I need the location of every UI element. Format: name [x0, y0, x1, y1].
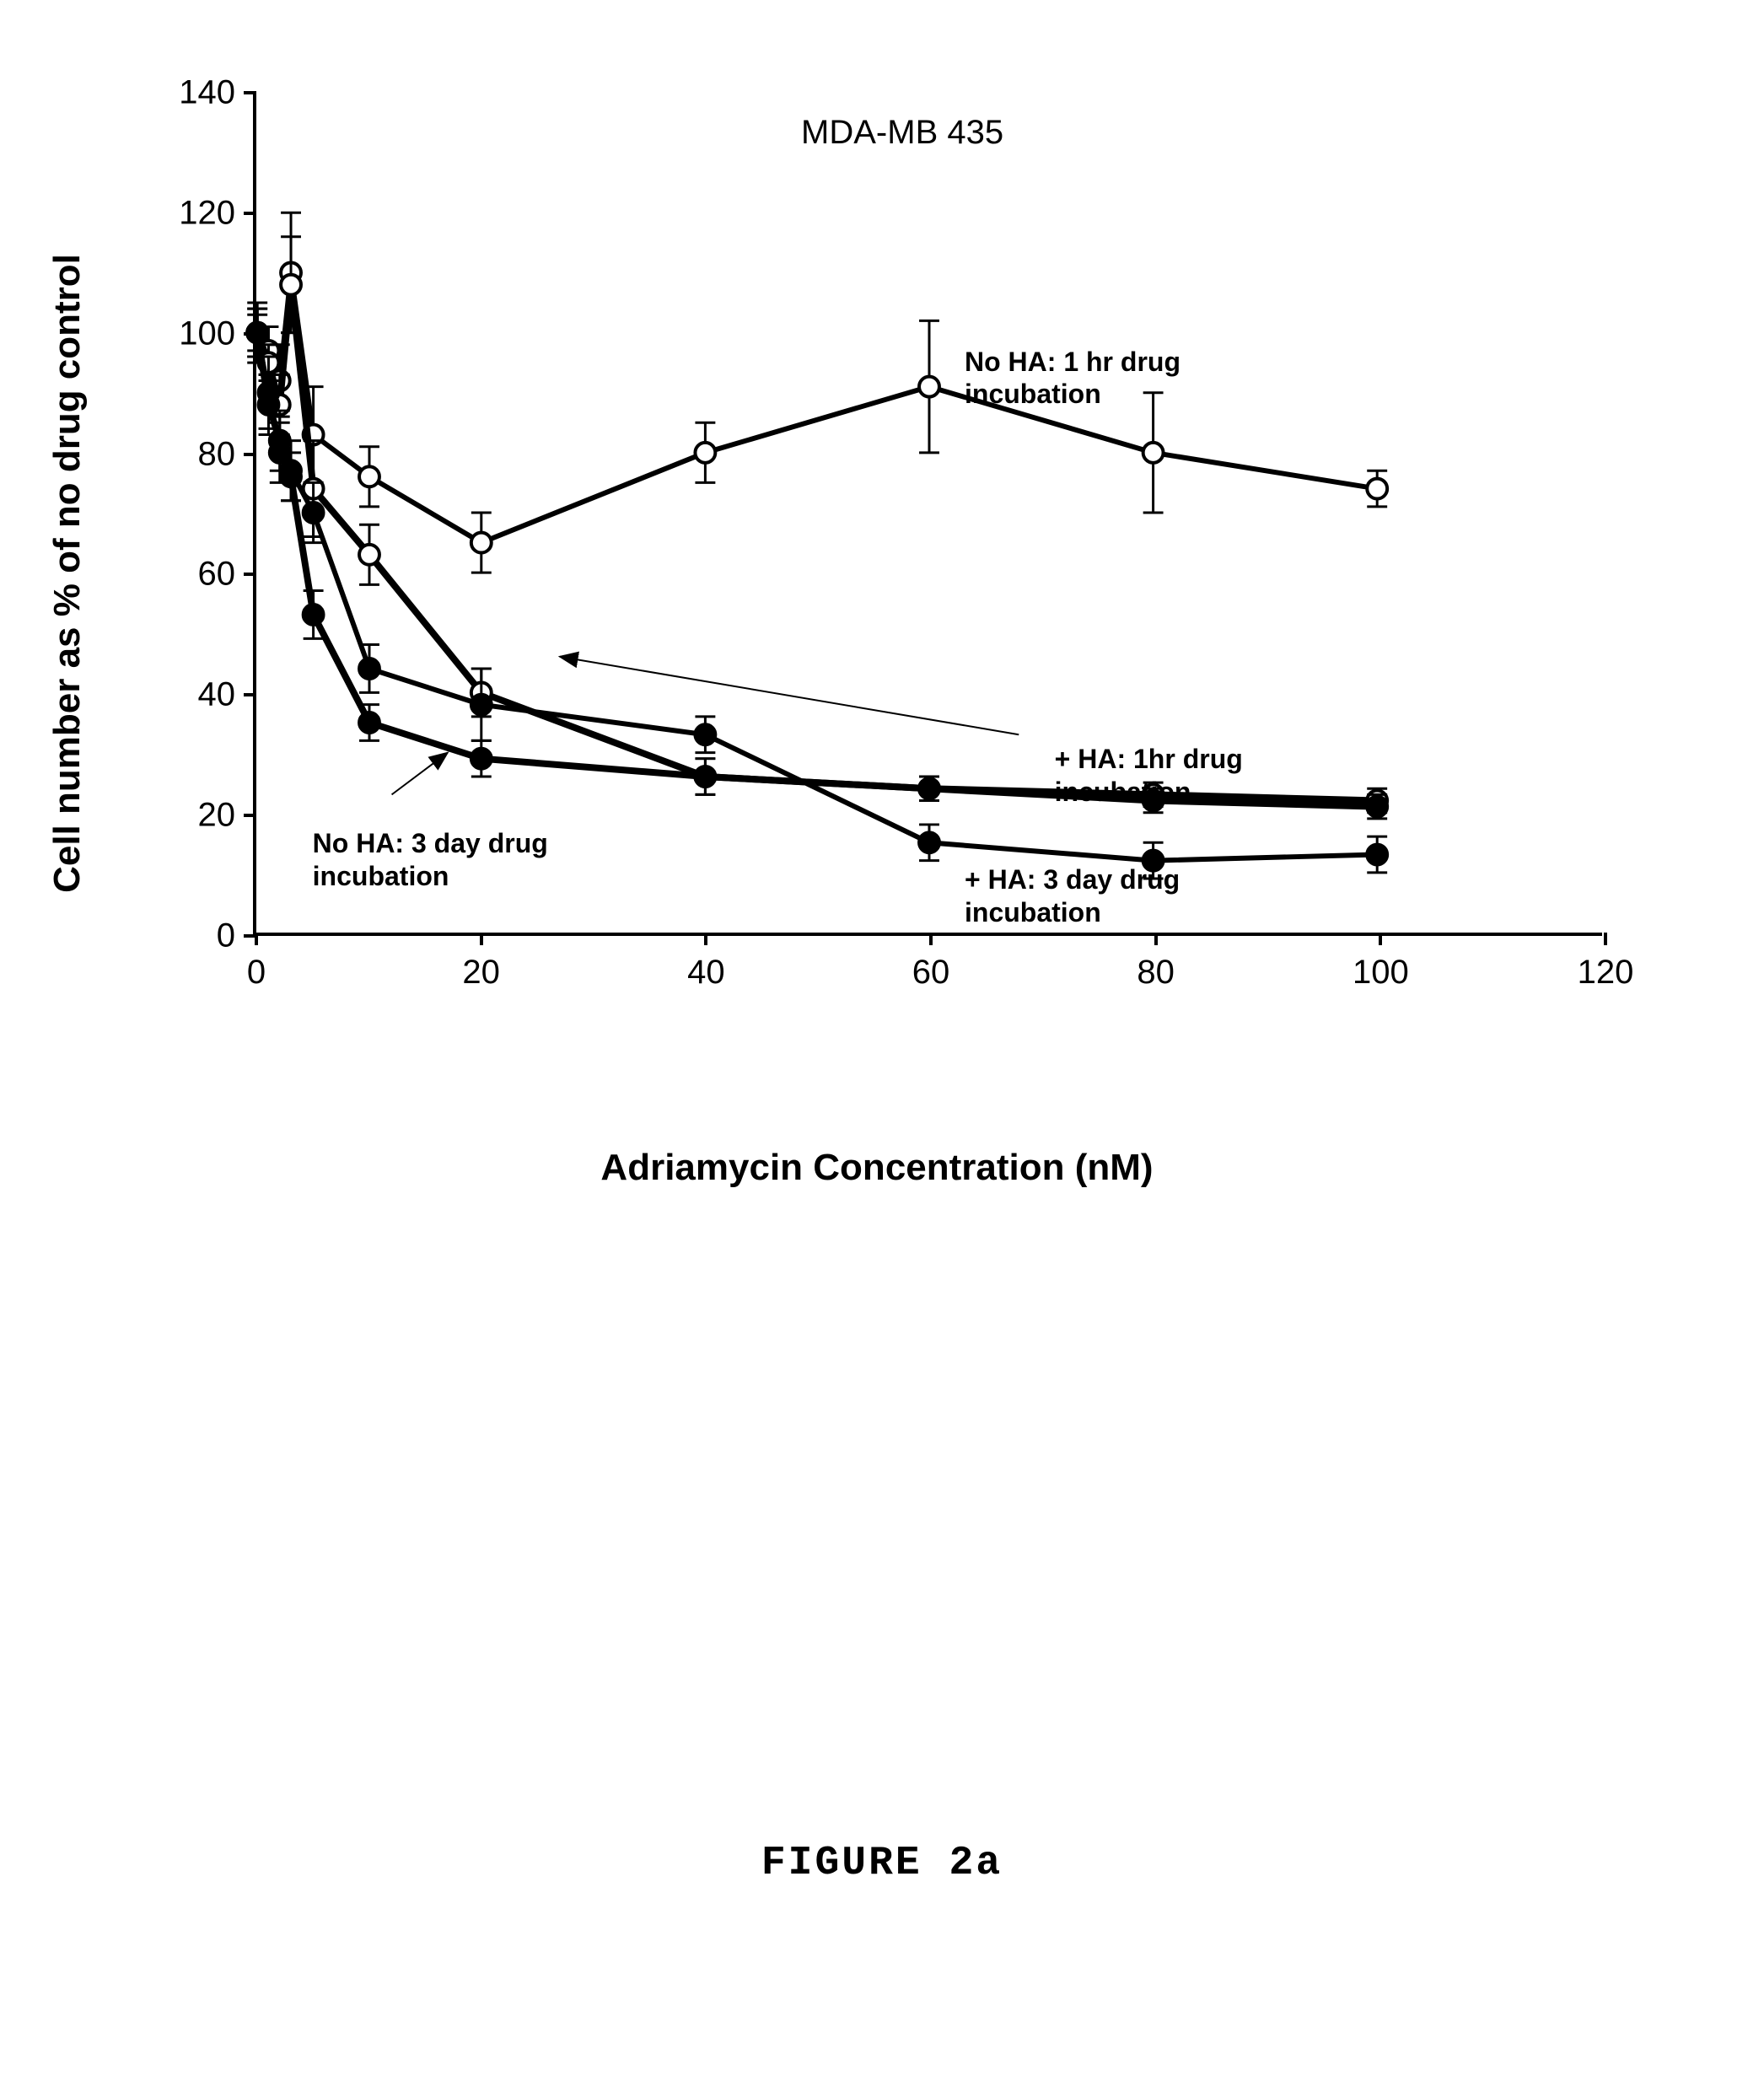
- x-tick-label: 100: [1353, 954, 1409, 992]
- y-axis-label: Cell number as % of no drug control: [46, 254, 89, 893]
- series-label: No HA: 1 hr drugincubation: [965, 346, 1180, 411]
- x-tick: [255, 933, 258, 945]
- y-tick-label: 60: [198, 556, 236, 594]
- chart-container: Cell number as % of no drug control MDA-…: [84, 67, 1670, 1079]
- x-tick: [704, 933, 707, 945]
- y-tick-label: 20: [198, 797, 236, 835]
- plot-svg: [256, 93, 1602, 933]
- x-tick: [1379, 933, 1382, 945]
- x-tick-label: 80: [1137, 954, 1175, 992]
- x-tick-label: 20: [462, 954, 500, 992]
- figure-caption: FIGURE 2a: [761, 1841, 1003, 1886]
- x-axis-label: Adriamycin Concentration (nM): [600, 1147, 1153, 1189]
- y-tick: [244, 212, 256, 215]
- x-tick-label: 120: [1578, 954, 1634, 992]
- y-tick-label: 0: [217, 917, 235, 955]
- x-tick: [1154, 933, 1158, 945]
- y-tick-label: 40: [198, 676, 236, 714]
- y-tick-label: 80: [198, 435, 236, 473]
- y-tick-label: 120: [179, 194, 235, 232]
- x-tick-label: 0: [247, 954, 266, 992]
- y-tick: [244, 332, 256, 336]
- x-tick: [929, 933, 933, 945]
- plot-area: MDA-MB 435 02040608010012014002040608010…: [253, 93, 1602, 936]
- series-no-ha-1-hr-drug-incubation: [247, 212, 1387, 573]
- series--ha-1hr-drug-incubation: [247, 237, 1387, 813]
- x-tick: [1604, 933, 1607, 945]
- y-tick: [244, 814, 256, 817]
- y-tick: [244, 453, 256, 456]
- x-tick: [480, 933, 483, 945]
- arrow-pointer: [392, 753, 448, 795]
- series-label: + HA: 1hr drugincubation: [1055, 743, 1243, 808]
- y-tick: [244, 573, 256, 576]
- y-tick: [244, 693, 256, 696]
- y-tick-label: 100: [179, 315, 235, 352]
- series-label: No HA: 3 day drugincubation: [313, 827, 548, 892]
- x-tick-label: 40: [687, 954, 725, 992]
- series-label: + HA: 3 day drugincubation: [965, 863, 1180, 928]
- y-tick: [244, 91, 256, 94]
- x-tick-label: 60: [912, 954, 950, 992]
- y-tick-label: 140: [179, 74, 235, 112]
